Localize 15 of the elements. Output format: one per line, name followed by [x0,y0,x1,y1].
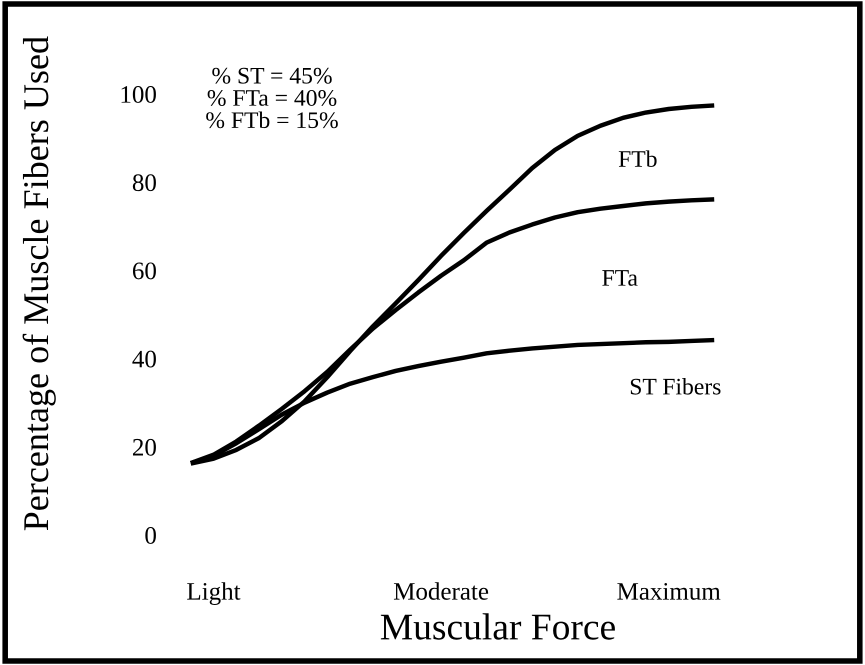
x-axis-title: Muscular Force [380,613,615,640]
x-tick-label: Maximum [617,583,720,600]
y-tick-label: 60 [132,262,156,280]
text: FTa [602,270,638,286]
y-tick-label: 100 [122,86,156,103]
y-tick-label: 20 [132,438,156,456]
annotation: % ST = 45% % FTa = 40% % FTb = 15% [206,68,338,128]
y-tick-label: 40 [132,350,156,368]
y-tick-label: 0 [145,527,156,544]
y-axis-title: Percentage of Muscle Fibers Used [22,36,56,530]
x-tick-label: Moderate [394,582,488,600]
series-label: ST Fibers [630,378,720,395]
y-tick-label: 80 [132,174,156,192]
x-tick-label: Light [187,582,240,605]
series-label: FTb [618,150,657,167]
